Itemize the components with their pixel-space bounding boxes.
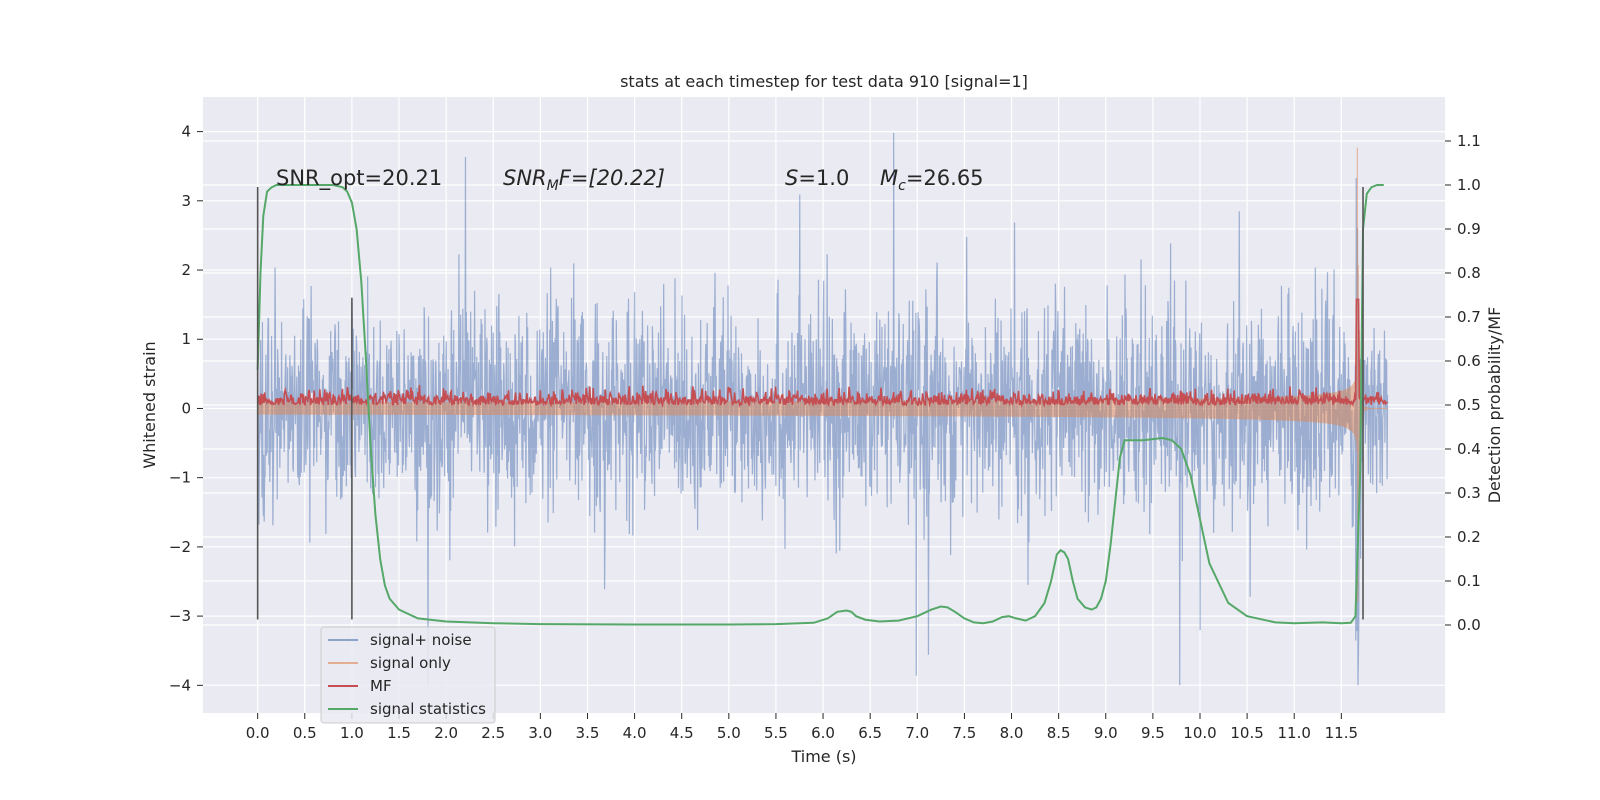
y-tick-label: −1	[169, 469, 191, 487]
legend: signal+ noise signal only MF signal stat…	[320, 626, 496, 724]
x-axis-ticks: 0.0 0.5 1.0 1.5 2.0 2.5 3.0 3.5 4.0 4.5 5.0 5.5 6.0 6…	[246, 713, 1358, 742]
legend-label-signal-plus-noise: signal+ noise	[370, 631, 472, 649]
x-tick-label: 1.0	[340, 724, 364, 742]
right-y-tick-label: 0.4	[1457, 440, 1481, 458]
right-y-tick-label: 0.2	[1457, 528, 1481, 546]
right-y-axis-label: Detection probability/MF	[1485, 307, 1504, 504]
x-tick-label: 3.0	[528, 724, 552, 742]
right-y-tick-label: 0.9	[1457, 220, 1481, 238]
vertical-markers	[256, 186, 1364, 620]
x-tick-label: 4.0	[623, 724, 647, 742]
chart-title: stats at each timestep for test data 910…	[620, 72, 1028, 91]
annotation-s: S=1.0	[785, 166, 849, 190]
left-y-axis-ticks: −4 −3 −2 −1 0 1 2 3 4	[169, 123, 203, 694]
annotation-s-symbol: S	[785, 166, 798, 190]
right-y-axis-ticks: 0.0 0.1 0.2 0.3 0.4 0.5 0.6 0.7 0.8 0.9 1.0 1.1	[1445, 132, 1481, 634]
y-tick-label: 2	[181, 261, 191, 279]
legend-label-signal-only: signal only	[370, 654, 451, 672]
x-axis-label: Time (s)	[790, 747, 856, 766]
x-tick-label: 5.5	[764, 724, 788, 742]
series-mf	[256, 298, 1389, 408]
x-tick-label: 2.0	[434, 724, 458, 742]
annotation-snr-mf-subscript: M	[547, 178, 559, 194]
x-tick-label: 9.5	[1141, 724, 1165, 742]
legend-box	[320, 626, 496, 724]
y-tick-label: −4	[169, 676, 191, 694]
annotation-snr-mf: SNRMF=[20.22]	[503, 166, 665, 194]
x-tick-label: 11.0	[1278, 724, 1311, 742]
right-y-tick-label: 0.5	[1457, 396, 1481, 414]
legend-label-mf: MF	[370, 677, 392, 695]
annotation-snr-opt: SNR_opt=20.21	[276, 166, 442, 191]
x-tick-label: 0.0	[246, 724, 270, 742]
legend-label-signal-statistics: signal statistics	[370, 700, 486, 718]
y-tick-label: 4	[181, 123, 191, 141]
right-y-tick-label: 0.7	[1457, 308, 1481, 326]
annotation-mc: Mc=26.65	[880, 166, 984, 194]
x-tick-label: 7.0	[905, 724, 929, 742]
x-tick-label: 11.5	[1325, 724, 1358, 742]
annotation-mc-symbol: M	[880, 166, 898, 190]
annotation-mc-subscript: c	[898, 178, 906, 194]
x-tick-label: 8.0	[1000, 724, 1024, 742]
annotation-snr-mf-symbol: SNR	[503, 166, 547, 190]
x-tick-label: 1.5	[387, 724, 411, 742]
series-signal-statistics	[256, 184, 1384, 626]
right-y-tick-label: 1.1	[1457, 132, 1481, 150]
annotation-snr-opt-text: SNR_opt=20.21	[276, 166, 442, 191]
right-y-tick-label: 0.3	[1457, 484, 1481, 502]
x-tick-label: 6.0	[811, 724, 835, 742]
series-signal-plus-noise	[257, 132, 1389, 686]
series-layer	[256, 132, 1389, 686]
x-tick-label: 7.5	[952, 724, 976, 742]
x-tick-label: 10.0	[1183, 724, 1216, 742]
x-tick-label: 5.0	[717, 724, 741, 742]
annotation-s-value: =1.0	[798, 166, 849, 190]
x-tick-label: 0.5	[293, 724, 317, 742]
right-y-tick-label: 0.0	[1457, 616, 1481, 634]
x-tick-label: 6.5	[858, 724, 882, 742]
x-tick-label: 2.5	[481, 724, 505, 742]
y-tick-label: 3	[181, 192, 191, 210]
x-tick-label: 4.5	[670, 724, 694, 742]
x-tick-label: 9.0	[1094, 724, 1118, 742]
right-y-tick-label: 0.8	[1457, 264, 1481, 282]
y-tick-label: −2	[169, 538, 191, 556]
y-axis-label: Whitened strain	[140, 341, 159, 468]
y-tick-label: 1	[181, 330, 191, 348]
right-y-tick-label: 1.0	[1457, 176, 1481, 194]
right-y-tick-label: 0.6	[1457, 352, 1481, 370]
annotation-snr-mf-rest: F=[20.22]	[559, 166, 665, 190]
x-tick-label: 3.5	[576, 724, 600, 742]
y-tick-label: 0	[181, 399, 191, 417]
x-tick-label: 10.5	[1230, 724, 1263, 742]
right-y-tick-label: 0.1	[1457, 572, 1481, 590]
x-tick-label: 8.5	[1047, 724, 1071, 742]
annotation-mc-value: =26.65	[906, 166, 984, 190]
y-tick-label: −3	[169, 607, 191, 625]
